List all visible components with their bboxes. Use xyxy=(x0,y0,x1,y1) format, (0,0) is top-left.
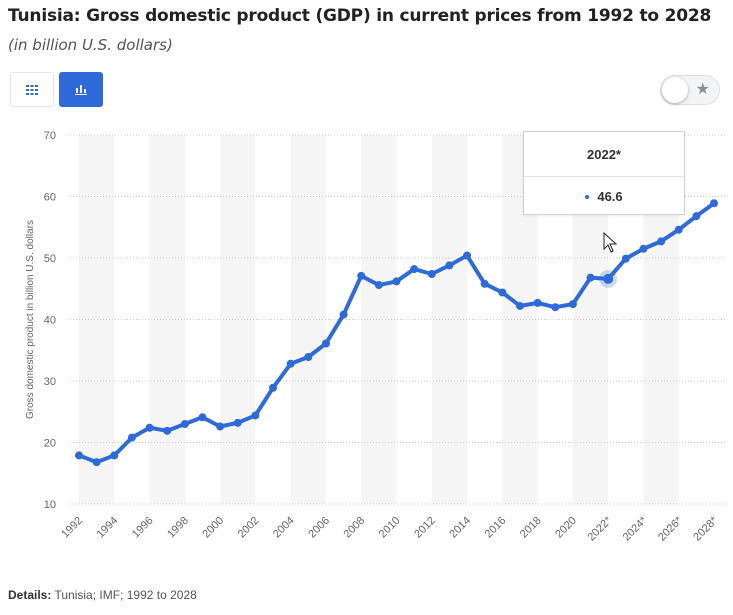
y-tick-label: 70 xyxy=(44,130,56,142)
details-footer: Details: Tunisia; IMF; 1992 to 2028 xyxy=(8,588,197,602)
data-point xyxy=(198,413,207,422)
data-point xyxy=(92,458,101,467)
x-tick-label: 2028* xyxy=(691,514,720,543)
x-tick-label: 1996 xyxy=(130,515,156,541)
data-point xyxy=(321,339,330,348)
data-point xyxy=(445,261,454,270)
details-label: Details: xyxy=(8,588,52,602)
x-tick-label: 2012 xyxy=(412,515,438,541)
data-point xyxy=(304,353,313,362)
x-tick-label: 2026* xyxy=(656,514,685,543)
x-tick-label: 2014 xyxy=(447,515,473,541)
data-point xyxy=(163,426,172,435)
data-point xyxy=(551,303,560,312)
data-point xyxy=(480,279,489,288)
plot-band xyxy=(290,135,326,504)
data-point xyxy=(339,310,348,319)
data-point xyxy=(410,265,419,274)
x-tick-label: 1994 xyxy=(95,515,121,541)
data-point xyxy=(568,300,577,309)
data-point xyxy=(463,251,472,260)
x-tick-label: 2008 xyxy=(342,515,368,541)
data-point xyxy=(674,225,683,234)
x-tick-label: 2002 xyxy=(236,515,262,541)
data-point xyxy=(251,411,260,420)
data-point xyxy=(621,254,630,263)
data-point xyxy=(692,212,701,221)
page-title: Tunisia: Gross domestic product (GDP) in… xyxy=(8,6,712,26)
data-point xyxy=(269,383,278,392)
x-tick-label: 1998 xyxy=(165,515,191,541)
bar-chart-icon xyxy=(75,85,87,95)
data-point xyxy=(498,288,507,297)
y-tick-label: 20 xyxy=(44,438,56,450)
data-point xyxy=(180,420,189,429)
tooltip-label: 2022* xyxy=(524,132,684,177)
x-tick-label: 2016 xyxy=(483,515,509,541)
data-point xyxy=(286,359,295,368)
data-point xyxy=(533,298,542,307)
line-chart: 10 20 30 40 50 60 70 Gross domestic product in … xyxy=(25,130,726,543)
chart-tooltip: 2022* 46.6 xyxy=(523,131,685,215)
grid-icon xyxy=(26,84,38,95)
data-point xyxy=(127,433,136,442)
mouse-cursor xyxy=(603,231,618,253)
details-text: Tunisia; IMF; 1992 to 2028 xyxy=(54,588,197,602)
x-tick-label: 2018 xyxy=(518,515,544,541)
data-point xyxy=(657,237,666,246)
data-point xyxy=(515,301,524,310)
y-tick-label: 40 xyxy=(44,315,56,327)
y-axis-label: Gross domestic product in billion U.S. d… xyxy=(25,220,36,419)
star-icon: ★ xyxy=(695,81,710,98)
tooltip-body: 46.6 xyxy=(524,177,684,216)
data-point xyxy=(216,422,225,431)
table-view-button[interactable] xyxy=(10,72,54,107)
favorite-toggle[interactable]: ★ xyxy=(660,75,720,105)
data-point xyxy=(110,451,119,460)
y-tick-label: 30 xyxy=(44,376,56,388)
data-point xyxy=(374,281,383,290)
tooltip-series-dot xyxy=(585,194,590,199)
chart-view-button[interactable] xyxy=(59,72,103,107)
y-tick-label: 60 xyxy=(44,192,56,204)
x-tick-label: 2006 xyxy=(306,515,332,541)
plot-band xyxy=(79,135,115,504)
x-tick-label: 1992 xyxy=(59,515,85,541)
data-point xyxy=(710,199,718,208)
data-point xyxy=(603,273,614,284)
x-tick-label: 2004 xyxy=(271,515,297,541)
plot-band xyxy=(220,135,256,504)
data-point xyxy=(586,273,595,282)
data-point xyxy=(233,418,242,427)
data-point xyxy=(145,423,154,432)
y-tick-label: 10 xyxy=(44,499,56,511)
plot-band xyxy=(431,135,468,504)
x-tick-label: 2022* xyxy=(585,514,614,543)
data-point xyxy=(357,271,366,280)
toggle-knob[interactable] xyxy=(662,77,688,103)
data-point xyxy=(639,244,648,253)
x-tick-label: 2020 xyxy=(553,515,579,541)
x-tick-label: 2010 xyxy=(377,515,403,541)
x-tick-label: 2000 xyxy=(200,515,226,541)
tooltip-value: 46.6 xyxy=(597,189,623,204)
y-tick-label: 50 xyxy=(44,253,56,265)
data-point xyxy=(75,451,83,460)
data-point xyxy=(392,277,401,286)
x-tick-label: 2024* xyxy=(621,514,650,543)
data-point xyxy=(427,269,436,278)
page-subtitle: (in billion U.S. dollars) xyxy=(8,36,173,54)
